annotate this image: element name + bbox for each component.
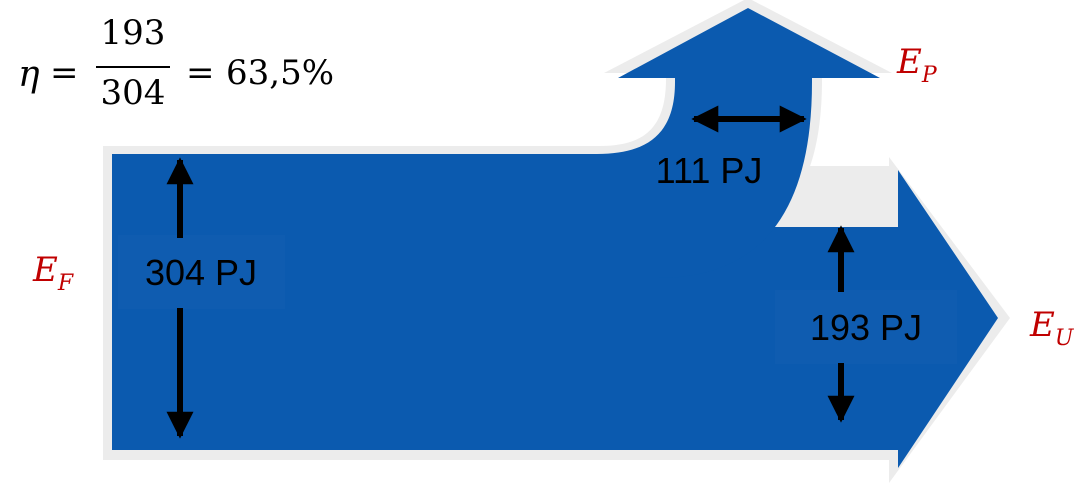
formula-equals-1: = [50,53,79,93]
useful-value-box [775,290,957,364]
lost-energy-symbol: EP [896,42,938,88]
lost-energy-flow-arrow [112,8,880,278]
efficiency-symbol: η [18,54,40,95]
formula-denominator: 304 [101,73,166,113]
input-energy-symbol: EF [32,250,74,296]
useful-value-label: 193 PJ [810,307,922,348]
formula-numerator: 193 [101,13,166,53]
input-value-label: 304 PJ [145,252,257,293]
useful-energy-symbol: EU [1029,305,1075,351]
formula-result: 63,5% [226,53,334,93]
formula-equals-2: = [186,53,215,93]
lost-value-label: 111 PJ [656,150,763,191]
efficiency-formula: η = 193 304 = 63,5% [18,13,334,113]
input-value-box [118,235,285,309]
